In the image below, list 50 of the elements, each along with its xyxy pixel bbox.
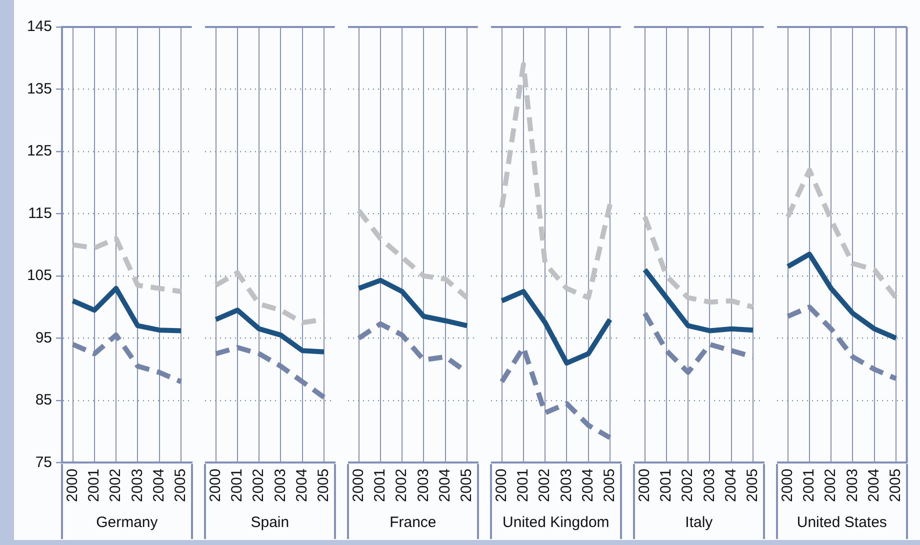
x-tick-label: 2001 (372, 468, 389, 502)
x-axis-title: United States (796, 514, 887, 532)
x-tick-label: 2001 (658, 468, 675, 502)
x-tick-label: 2003 (272, 468, 289, 502)
x-tick-label: 2000 (206, 468, 224, 502)
x-tick-label: 2005 (601, 468, 618, 502)
x-tick-label: 2002 (250, 468, 268, 502)
x-axis-title: France (390, 514, 436, 532)
y-tick-label: 135 (26, 80, 52, 98)
x-tick-label: 2003 (844, 468, 861, 502)
x-tick-label: 2004 (294, 468, 311, 502)
x-tick-label: 2000 (64, 468, 81, 502)
x-tick-label: 2005 (887, 468, 904, 502)
x-tick-label: 2002 (822, 468, 840, 502)
y-tick-label: 125 (26, 142, 52, 160)
x-tick-label: 2000 (350, 468, 367, 502)
x-tick-label: 2003 (700, 468, 718, 502)
x-axis-title: Spain (250, 514, 290, 532)
x-tick-label: 2001 (228, 468, 246, 502)
y-tick-label: 105 (26, 267, 52, 284)
x-tick-label: 2003 (558, 468, 575, 502)
y-tick-label: 145 (26, 18, 52, 36)
x-tick-label: 2005 (172, 468, 190, 502)
x-tick-label: 2005 (458, 468, 476, 502)
x-tick-label: 2001 (86, 468, 103, 502)
x-tick-label: 2004 (580, 468, 597, 502)
x-tick-label: 2002 (536, 468, 554, 502)
x-tick-label: 2004 (866, 468, 883, 502)
x-tick-label: 2002 (393, 468, 410, 502)
x-tick-label: 2005 (744, 468, 762, 502)
x-tick-label: 2000 (492, 468, 510, 502)
x-tick-label: 2002 (679, 468, 696, 502)
x-tick-label: 2001 (514, 468, 532, 502)
x-axis-title: Germany (96, 514, 158, 532)
y-tick-label: 75 (35, 454, 52, 471)
y-tick-label: 85 (35, 392, 52, 409)
x-axis-title: United Kingdom (502, 514, 610, 532)
x-tick-label: 2005 (315, 468, 332, 502)
x-tick-label: 2002 (107, 468, 124, 502)
x-tick-label: 2003 (414, 468, 432, 502)
x-axis-title: Italy (685, 514, 714, 532)
x-tick-label: 2004 (150, 468, 168, 502)
x-tick-label: 2001 (800, 468, 818, 502)
x-tick-label: 2003 (128, 468, 146, 502)
x-tick-label: 2000 (636, 468, 653, 502)
x-tick-label: 2004 (436, 468, 454, 502)
y-tick-label: 115 (28, 204, 52, 222)
y-tick-label: 95 (35, 329, 52, 346)
x-tick-label: 2004 (722, 468, 740, 502)
x-tick-label: 2000 (778, 468, 796, 502)
